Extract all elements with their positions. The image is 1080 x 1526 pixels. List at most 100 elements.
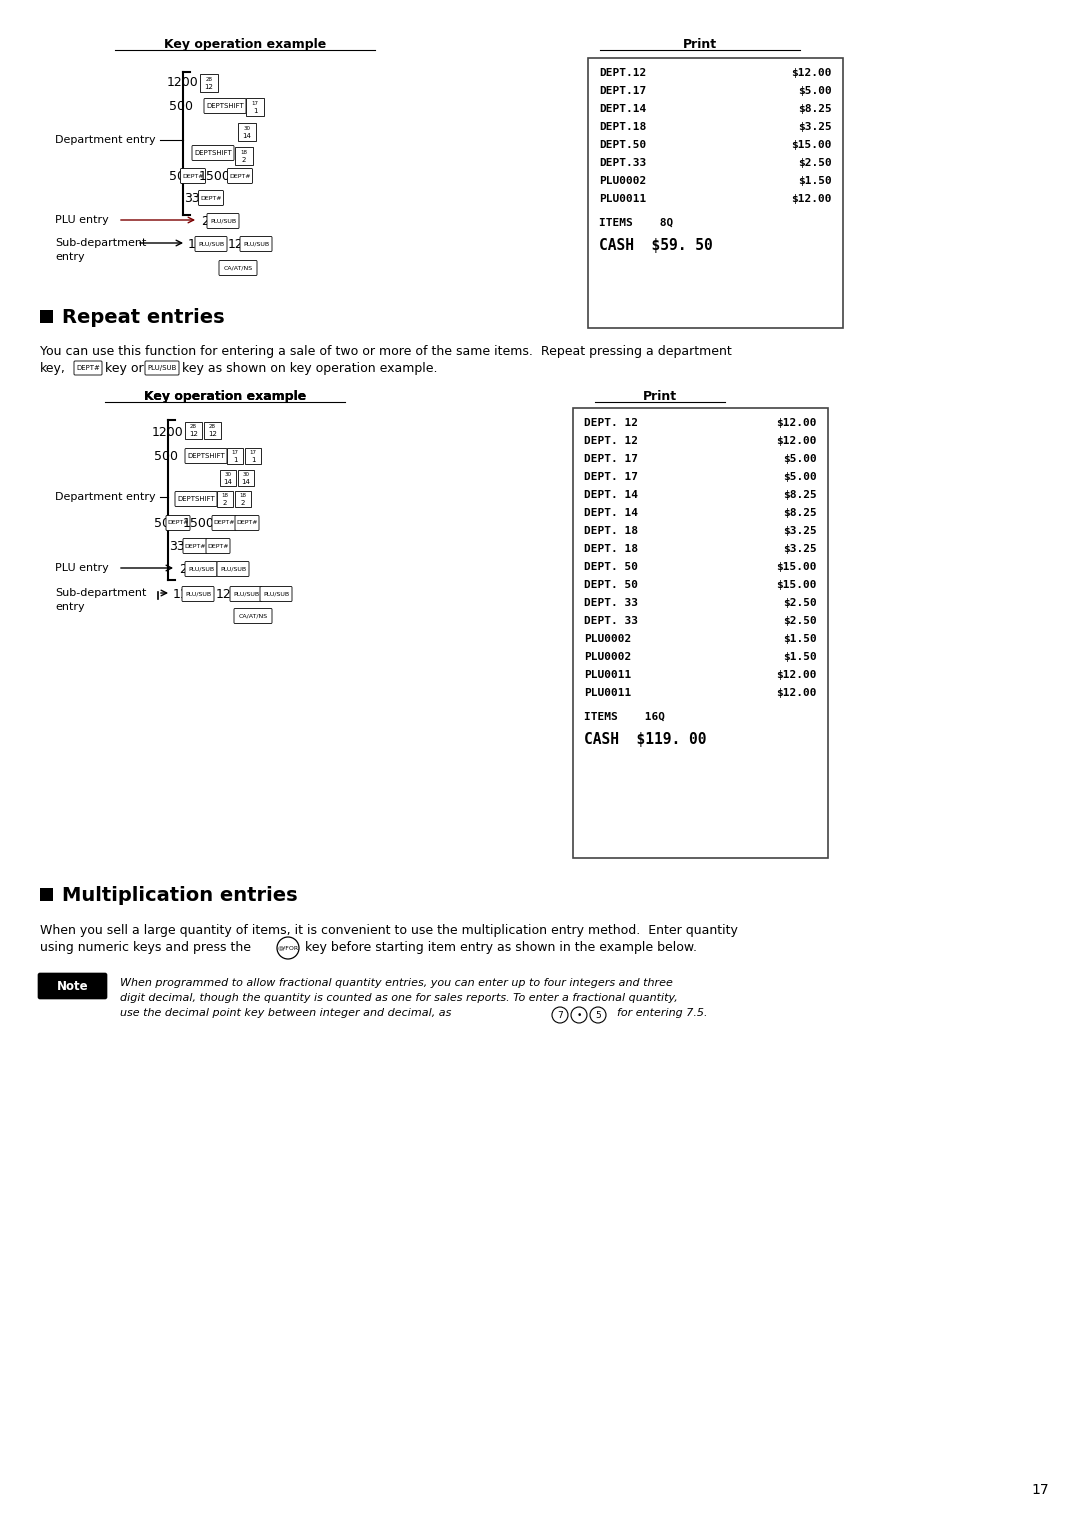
FancyBboxPatch shape: [183, 539, 207, 554]
Text: 12: 12: [208, 432, 217, 438]
Text: Key operation example: Key operation example: [164, 38, 326, 50]
Text: DEPT. 18: DEPT. 18: [584, 543, 638, 554]
Text: 1200: 1200: [228, 238, 260, 250]
Text: DEPT. 14: DEPT. 14: [584, 508, 638, 517]
Text: 30: 30: [243, 472, 249, 478]
Text: DEPT.12: DEPT.12: [599, 69, 646, 78]
Text: DEPT#: DEPT#: [207, 543, 229, 548]
Text: PLU entry: PLU entry: [55, 215, 109, 224]
Text: $12.00: $12.00: [777, 670, 816, 681]
FancyBboxPatch shape: [175, 491, 217, 507]
Text: •: •: [577, 1010, 582, 1019]
Text: 18: 18: [241, 150, 247, 154]
Text: $3.25: $3.25: [783, 543, 816, 554]
Text: $8.25: $8.25: [798, 104, 832, 114]
Text: DEPT.17: DEPT.17: [599, 85, 646, 96]
Text: CASH  $119. 00: CASH $119. 00: [584, 732, 706, 748]
Text: $3.25: $3.25: [783, 526, 816, 536]
Text: You can use this function for entering a sale of two or more of the same items. : You can use this function for entering a…: [40, 345, 732, 359]
Text: @/FOR: @/FOR: [278, 946, 298, 951]
Text: 33: 33: [185, 192, 200, 204]
Text: Print: Print: [683, 38, 717, 50]
Text: PLU0011: PLU0011: [584, 670, 631, 681]
Text: 17: 17: [1031, 1483, 1049, 1497]
Bar: [238, 470, 254, 485]
Text: DEPT. 14: DEPT. 14: [584, 490, 638, 501]
Text: DEPTSHIFT: DEPTSHIFT: [194, 150, 232, 156]
Text: 12: 12: [189, 432, 198, 438]
FancyBboxPatch shape: [145, 362, 179, 375]
Text: DEPT. 33: DEPT. 33: [584, 617, 638, 626]
Text: Department entry: Department entry: [55, 491, 156, 502]
Text: PLU0002: PLU0002: [584, 652, 631, 662]
Bar: [220, 470, 237, 485]
Text: 5: 5: [595, 1010, 600, 1019]
Bar: [40, 310, 53, 324]
Bar: [235, 146, 253, 165]
Text: 12: 12: [204, 84, 214, 90]
Text: 28: 28: [190, 424, 197, 429]
Text: Print: Print: [643, 391, 677, 403]
Text: ITEMS    8Q: ITEMS 8Q: [599, 218, 673, 227]
Text: 7: 7: [557, 1010, 563, 1019]
Text: PLU/SUB: PLU/SUB: [185, 592, 211, 597]
Text: 2: 2: [179, 563, 187, 575]
Text: 11: 11: [188, 238, 204, 250]
Text: 28: 28: [205, 76, 213, 81]
Text: CA/AT/NS: CA/AT/NS: [224, 266, 253, 270]
Text: Multiplication entries: Multiplication entries: [62, 887, 298, 905]
Text: 14: 14: [224, 479, 232, 485]
Text: 11: 11: [173, 588, 189, 601]
Circle shape: [590, 1007, 606, 1022]
FancyBboxPatch shape: [260, 586, 292, 601]
Bar: [227, 449, 243, 464]
Text: ITEMS    16Q: ITEMS 16Q: [584, 713, 665, 722]
Text: DEPT#: DEPT#: [237, 520, 258, 525]
Text: $1.50: $1.50: [798, 175, 832, 186]
Text: CA/AT/NS: CA/AT/NS: [239, 613, 268, 618]
Text: 1500: 1500: [184, 517, 215, 530]
Text: DEPTSHIFT: DEPTSHIFT: [206, 102, 244, 108]
Text: DEPT#: DEPT#: [167, 520, 189, 525]
Text: 18: 18: [240, 493, 246, 497]
Text: PLU0011: PLU0011: [584, 688, 631, 697]
Bar: [588, 58, 843, 328]
Text: Key operation example: Key operation example: [144, 391, 306, 403]
FancyBboxPatch shape: [234, 609, 272, 624]
Text: PLU/SUB: PLU/SUB: [243, 241, 269, 247]
Bar: [573, 407, 828, 858]
Text: Key operation example: Key operation example: [144, 391, 306, 403]
Text: $5.00: $5.00: [783, 472, 816, 482]
Text: use the decimal point key between integer and decimal, as: use the decimal point key between intege…: [120, 1009, 451, 1018]
Text: PLU/SUB: PLU/SUB: [147, 365, 177, 371]
Text: $15.00: $15.00: [777, 562, 816, 572]
FancyBboxPatch shape: [166, 516, 190, 531]
Text: DEPT. 12: DEPT. 12: [584, 436, 638, 446]
Text: $2.50: $2.50: [783, 598, 816, 607]
Text: 17: 17: [231, 450, 239, 455]
Text: 50: 50: [154, 517, 170, 530]
Bar: [40, 888, 53, 900]
FancyBboxPatch shape: [240, 237, 272, 252]
Bar: [200, 73, 218, 92]
Text: $12.00: $12.00: [792, 69, 832, 78]
Text: DEPT#: DEPT#: [183, 174, 204, 179]
Text: PLU/SUB: PLU/SUB: [198, 241, 224, 247]
Text: DEPT.18: DEPT.18: [599, 122, 646, 133]
Text: When you sell a large quantity of items, it is convenient to use the multiplicat: When you sell a large quantity of items,…: [40, 925, 738, 937]
FancyBboxPatch shape: [204, 99, 246, 113]
Text: $2.50: $2.50: [798, 159, 832, 168]
Text: DEPTSHIFT: DEPTSHIFT: [187, 453, 225, 459]
Text: 30: 30: [243, 125, 251, 131]
Text: 17: 17: [249, 450, 257, 455]
Text: DEPT. 17: DEPT. 17: [584, 472, 638, 482]
Text: $2.50: $2.50: [783, 617, 816, 626]
Text: 33: 33: [170, 540, 185, 552]
Text: DEPT. 50: DEPT. 50: [584, 580, 638, 591]
Text: Repeat entries: Repeat entries: [62, 308, 225, 327]
Text: 14: 14: [243, 133, 252, 139]
Bar: [245, 449, 261, 464]
Text: key as shown on key operation example.: key as shown on key operation example.: [183, 362, 437, 375]
Text: CASH  $59. 50: CASH $59. 50: [599, 238, 713, 253]
Text: DEPT. 33: DEPT. 33: [584, 598, 638, 607]
